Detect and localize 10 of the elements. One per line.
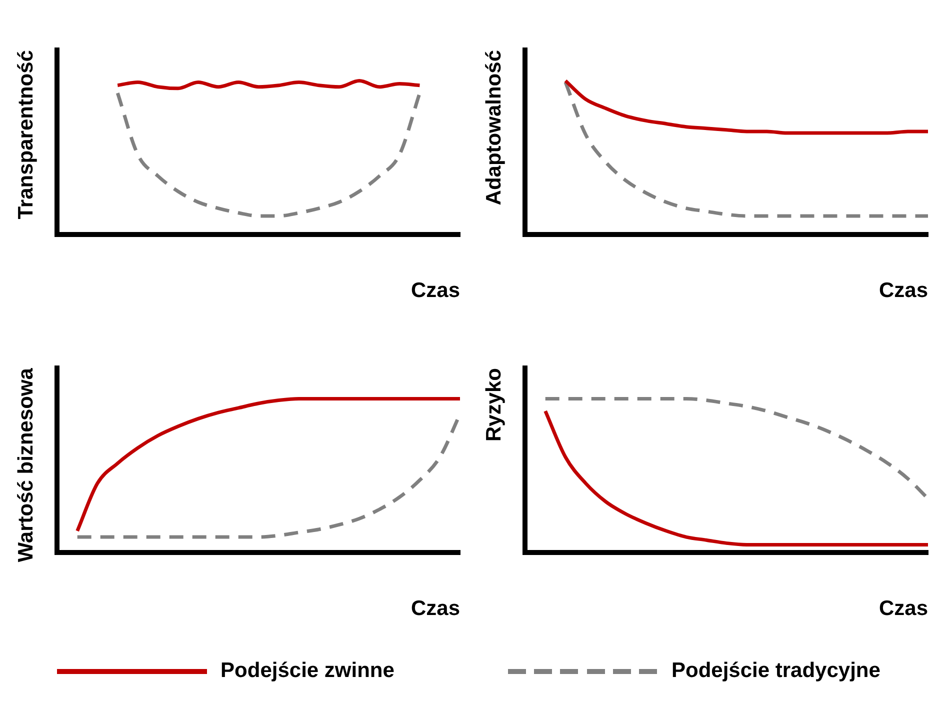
x-axis-title: Czas (410, 597, 460, 620)
y-axis-title: Adaptowalność (482, 50, 506, 206)
legend-label: Podejście zwinne (220, 659, 394, 683)
y-axis-title: Ryzyko (482, 368, 506, 442)
legend-label: Podejście tradycyjne (672, 659, 880, 683)
y-axis-title: Transparentność (14, 50, 38, 220)
y-axis-title: Wartość biznesowa (14, 368, 38, 562)
x-axis-title: Czas (878, 279, 928, 302)
x-axis-title: Czas (878, 597, 928, 620)
x-axis-title: Czas (410, 279, 460, 302)
